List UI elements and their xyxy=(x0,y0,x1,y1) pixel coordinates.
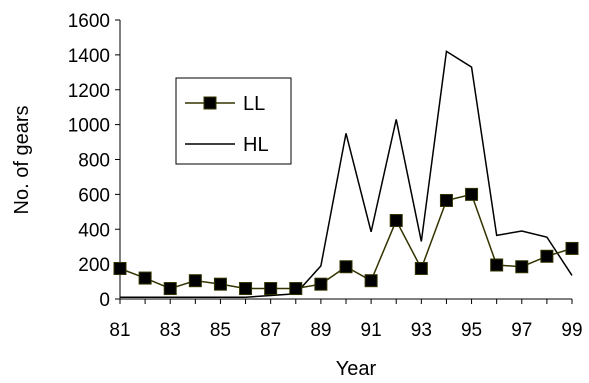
series-layer xyxy=(113,50,579,299)
legend-ll-marker xyxy=(203,96,217,110)
legend-ll-label: LL xyxy=(243,93,265,115)
y-tick-label: 400 xyxy=(78,220,110,241)
y-tick-label: 600 xyxy=(78,185,110,206)
y-tick-label: 800 xyxy=(78,151,110,172)
series-line-ll xyxy=(119,193,573,290)
x-tick-label: 95 xyxy=(461,320,482,341)
point-ll xyxy=(364,274,378,288)
point-ll xyxy=(239,282,253,296)
point-ll xyxy=(138,271,152,285)
y-tick-label: 1000 xyxy=(68,116,110,137)
point-ll xyxy=(414,261,428,275)
y-axis-title: No. of gears xyxy=(11,106,33,215)
y-tick-label: 1200 xyxy=(68,81,110,102)
point-ll xyxy=(439,193,453,207)
y-tick-label: 200 xyxy=(78,255,110,276)
point-ll xyxy=(490,258,504,272)
y-tick-label: 1600 xyxy=(68,11,110,32)
x-tick-label: 93 xyxy=(411,320,432,341)
point-ll xyxy=(465,187,479,201)
point-ll xyxy=(289,282,303,296)
x-tick-label: 97 xyxy=(511,320,532,341)
point-ll xyxy=(515,260,529,274)
x-tick-label: 81 xyxy=(109,320,130,341)
legend-hl-label: HL xyxy=(243,134,269,156)
x-tick-label: 99 xyxy=(561,320,582,341)
legend: LL HL xyxy=(175,77,292,165)
point-ll xyxy=(314,277,328,291)
point-ll xyxy=(113,261,127,275)
x-axis-title: Year xyxy=(336,358,377,380)
x-tick-label: 89 xyxy=(310,320,331,341)
point-ll xyxy=(163,282,177,296)
point-ll xyxy=(565,241,579,255)
x-axis: 81 83 85 87 89 91 93 95 97 99 xyxy=(109,298,583,341)
point-ll xyxy=(188,274,202,288)
point-ll xyxy=(339,260,353,274)
point-ll xyxy=(389,214,403,228)
y-axis: 0 200 400 600 800 1000 1200 1400 1600 xyxy=(68,11,121,311)
x-tick-label: 91 xyxy=(361,320,382,341)
x-tick-label: 87 xyxy=(260,320,281,341)
series-line-hl xyxy=(120,50,573,299)
x-tick-label: 85 xyxy=(210,320,231,341)
x-tick-label: 83 xyxy=(160,320,181,341)
point-ll xyxy=(264,282,278,296)
y-tick-label: 0 xyxy=(99,290,110,311)
legend-box xyxy=(175,77,292,165)
point-ll xyxy=(213,277,227,291)
y-tick-label: 1400 xyxy=(68,46,110,67)
point-ll xyxy=(540,249,554,263)
